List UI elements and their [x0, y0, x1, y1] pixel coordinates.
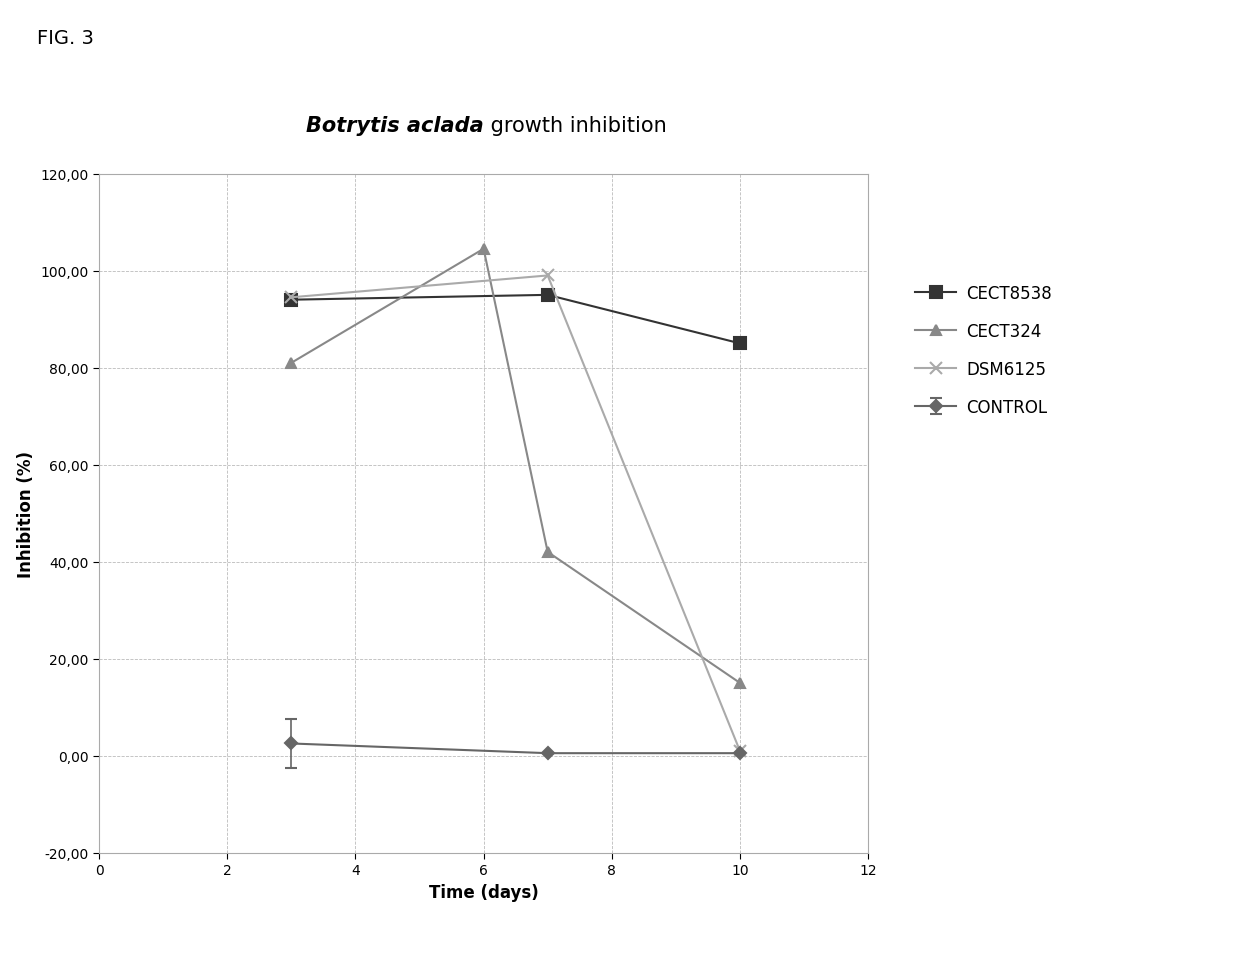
Text: growth inhibition: growth inhibition	[484, 115, 666, 136]
Line: CECT324: CECT324	[286, 244, 745, 688]
Legend: CECT8538, CECT324, DSM6125, CONTROL: CECT8538, CECT324, DSM6125, CONTROL	[915, 285, 1053, 417]
CECT8538	[541, 290, 556, 301]
CECT8538	[733, 338, 748, 350]
Line: CECT8538: CECT8538	[286, 290, 745, 350]
Text: FIG. 3: FIG. 3	[37, 29, 94, 48]
Line: DSM6125: DSM6125	[285, 270, 746, 757]
Text: Botrytis aclada: Botrytis aclada	[306, 115, 484, 136]
CECT324	[476, 244, 491, 256]
Y-axis label: Inhibition (%): Inhibition (%)	[17, 451, 35, 577]
X-axis label: Time (days): Time (days)	[429, 883, 538, 900]
CECT324	[541, 547, 556, 558]
DSM6125	[541, 270, 556, 282]
CECT324	[733, 677, 748, 689]
DSM6125	[284, 293, 299, 304]
CECT324	[284, 358, 299, 369]
CECT8538	[284, 295, 299, 306]
DSM6125	[733, 745, 748, 757]
